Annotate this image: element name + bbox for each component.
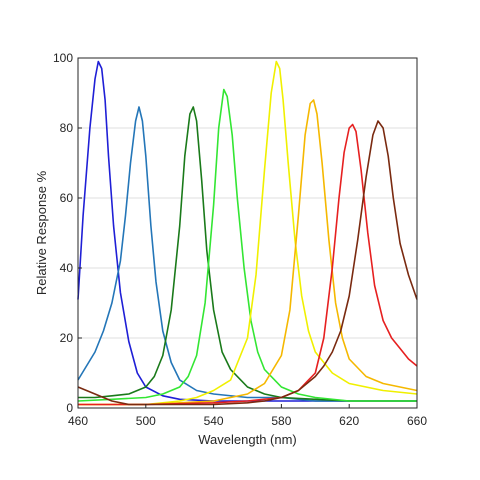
x-tick-label-500: 500: [136, 414, 156, 428]
y-tick-label-100: 100: [53, 51, 73, 65]
gridlines: [78, 127, 417, 339]
x-tick-label-620: 620: [339, 414, 359, 428]
y-tick-label-80: 80: [60, 121, 74, 135]
x-tick-label-660: 660: [407, 414, 427, 428]
plot-frame: [77, 57, 418, 409]
x-tick-label-580: 580: [271, 414, 291, 428]
y-tick-label-0: 0: [66, 401, 73, 415]
series-line-8: [77, 120, 418, 406]
series-lines: [77, 60, 418, 406]
x-tick-label-540: 540: [204, 414, 224, 428]
y-tick-label-60: 60: [60, 191, 74, 205]
y-ticks: 0 20 40 60 80 100: [53, 51, 82, 415]
series-line-4: [77, 88, 417, 402]
x-tick-label-460: 460: [68, 414, 88, 428]
x-axis-label: Wavelength (nm): [198, 432, 297, 447]
y-tick-label-20: 20: [60, 331, 74, 345]
y-axis-label: Relative Response %: [34, 170, 49, 295]
y-tick-label-40: 40: [60, 261, 74, 275]
series-line-3: [78, 106, 417, 402]
series-line-7: [78, 123, 418, 406]
series-line-6: [78, 99, 418, 406]
series-line-2: [77, 106, 417, 402]
series-line-5: [78, 60, 418, 406]
x-ticks: 460 500 540 580 620 660: [68, 404, 427, 428]
series-line-1: [77, 60, 417, 402]
